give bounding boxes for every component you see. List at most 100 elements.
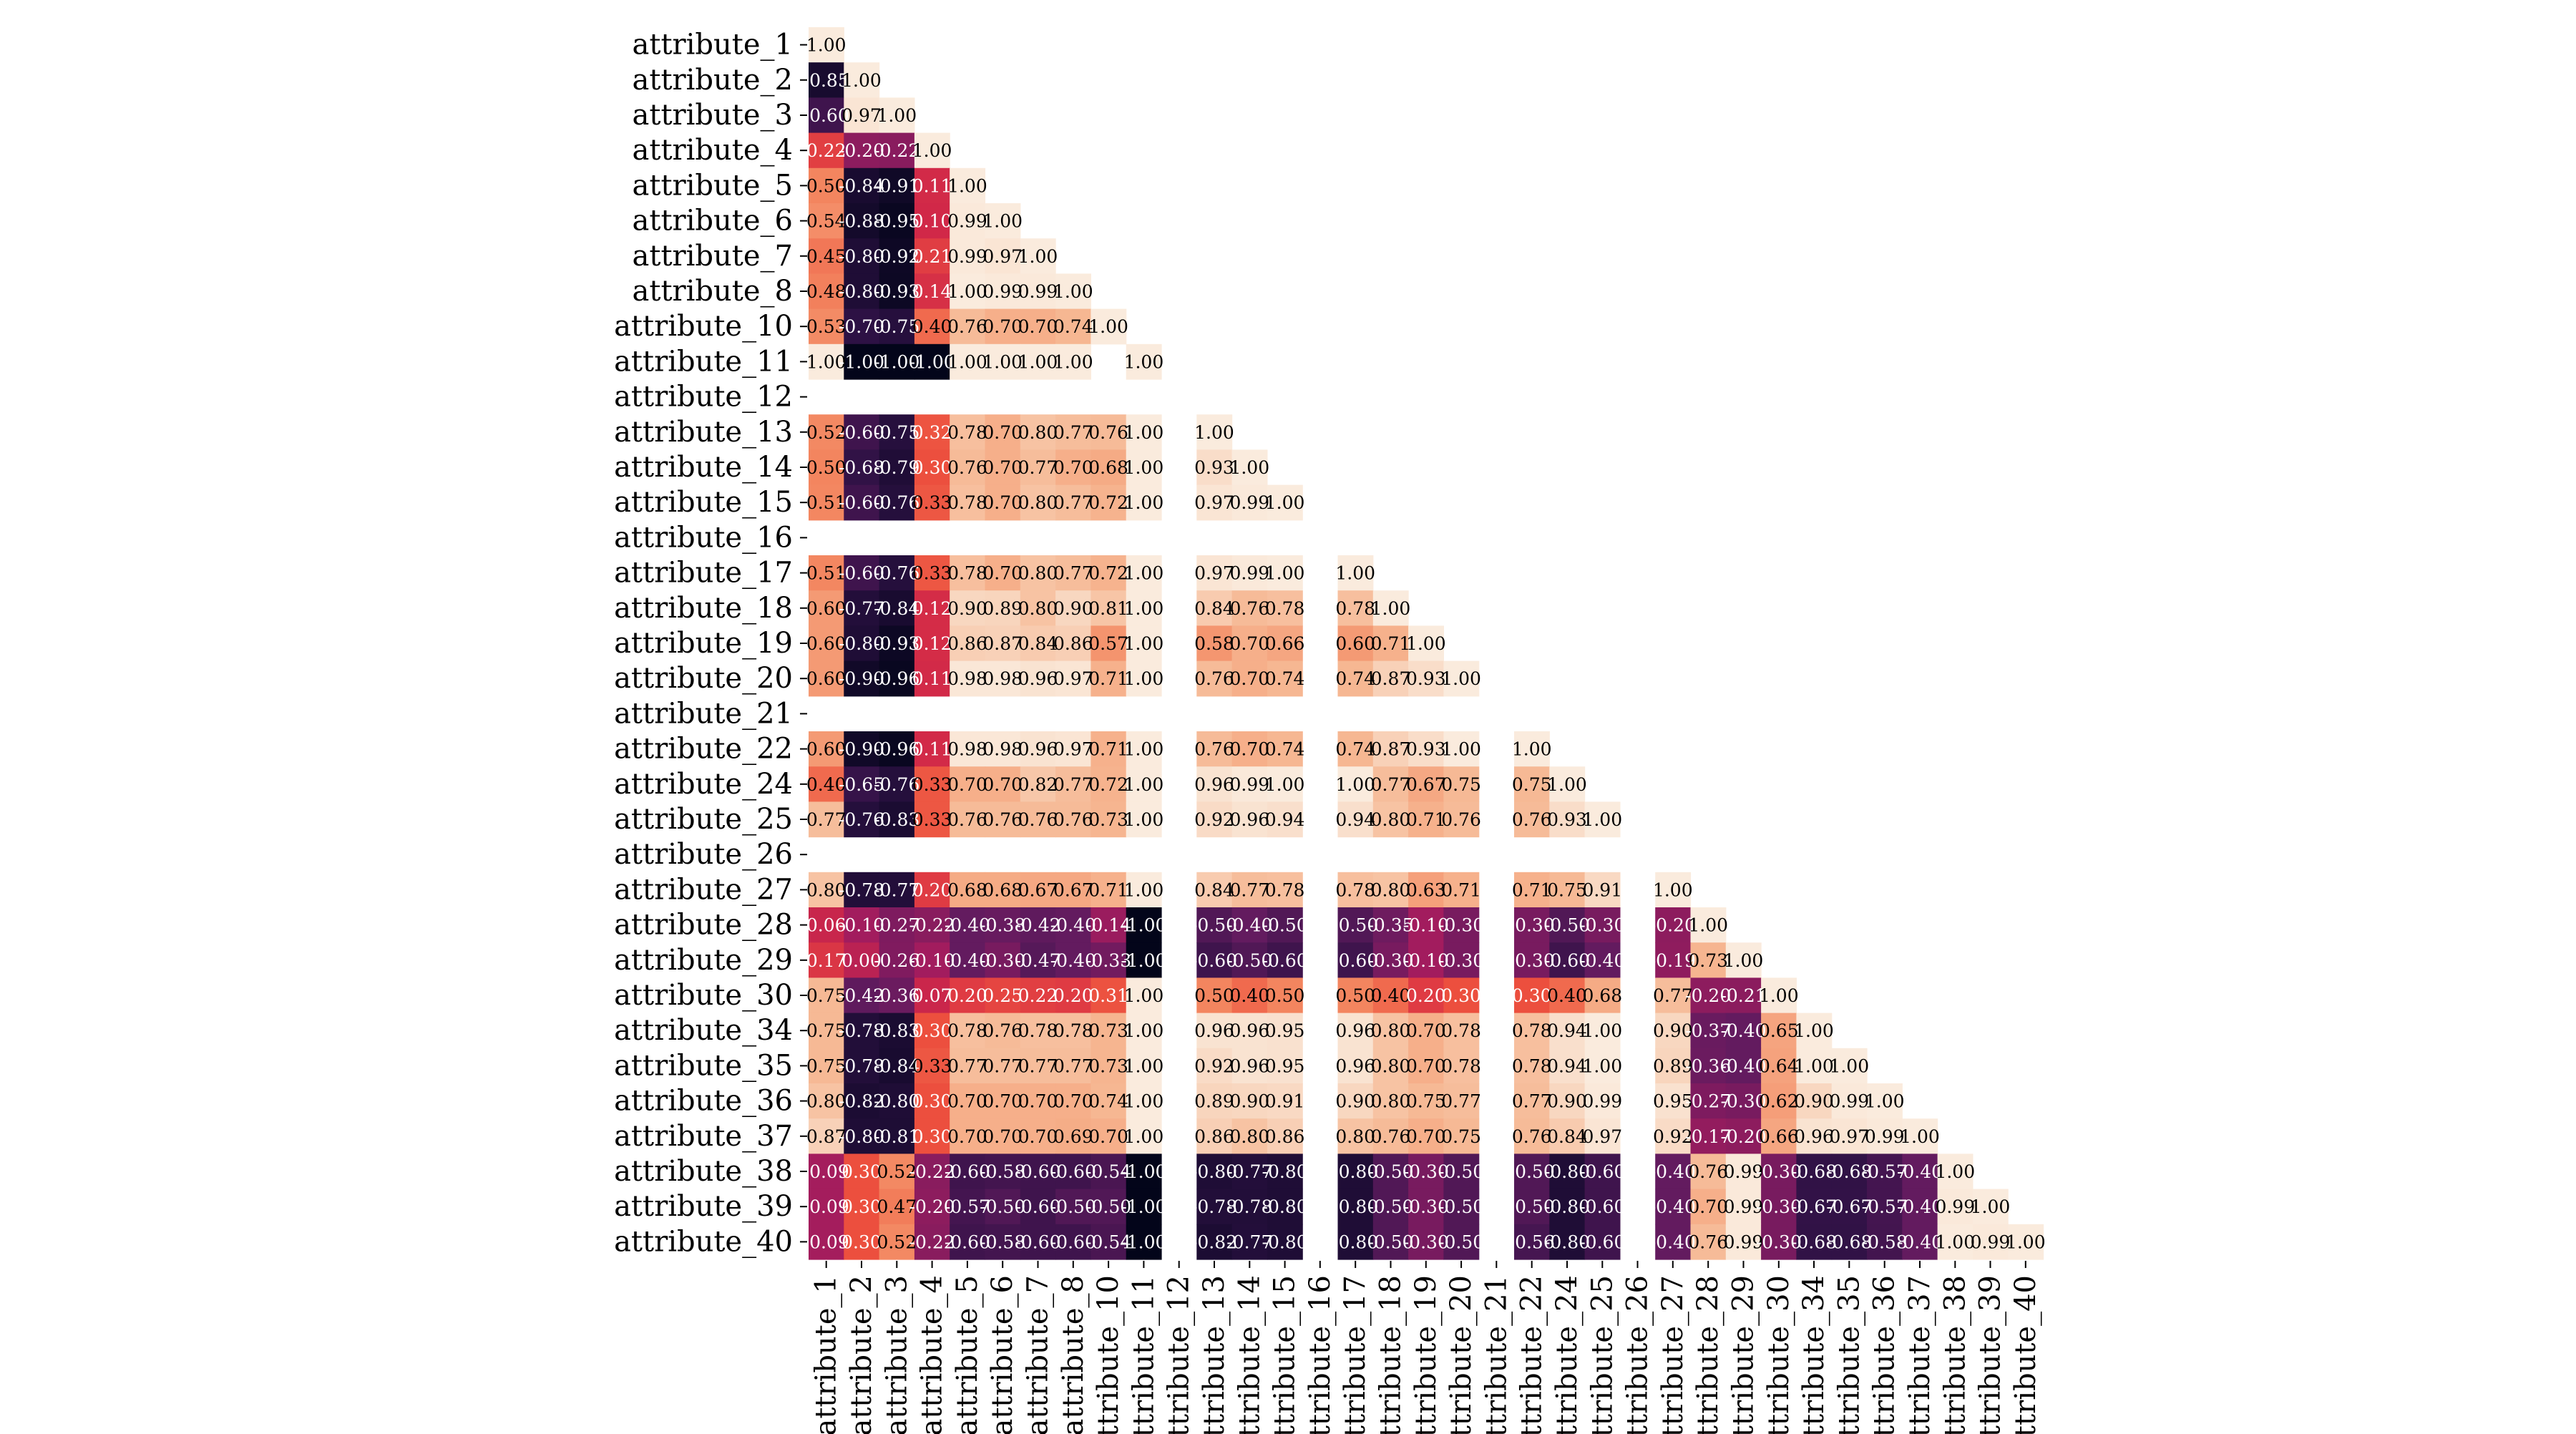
- heatmap-cell: [1337, 1013, 1374, 1049]
- heatmap-cell: [1549, 907, 1586, 943]
- cell-value-label: 0.96: [1018, 668, 1058, 689]
- heatmap-cell: [844, 801, 880, 838]
- cell-value-label: 0.92: [1653, 1126, 1693, 1147]
- cell-value-label: -0.50: [1262, 915, 1308, 936]
- y-tick-label: attribute_28: [614, 909, 793, 942]
- heatmap-cell: [914, 1083, 950, 1119]
- cell-value-label: -0.10: [839, 915, 884, 936]
- cell-value-label: 0.99: [1018, 281, 1058, 302]
- cell-value-label: -0.82: [839, 1091, 884, 1112]
- heatmap-cell: [1091, 872, 1127, 908]
- cell-value-label: -0.50: [1085, 1196, 1131, 1217]
- heatmap-cell: [1267, 1118, 1303, 1154]
- heatmap-cell: [809, 731, 844, 767]
- heatmap-cell: [1725, 1153, 1762, 1190]
- heatmap-cell: [914, 731, 950, 767]
- cell-value-label: 1.00: [1653, 879, 1693, 900]
- cell-value-label: -0.30: [1509, 915, 1555, 936]
- cell-value-label: 0.96: [1229, 1055, 1269, 1076]
- cell-value-label: 1.00: [947, 281, 987, 302]
- cell-value-label: -0.80: [839, 1126, 884, 1147]
- cell-value-label: 0.93: [1194, 457, 1234, 478]
- heatmap-cell: [1196, 660, 1233, 697]
- heatmap-cell: [1020, 766, 1056, 802]
- cell-value-label: 0.76: [1441, 809, 1481, 830]
- heatmap-cell: [1055, 907, 1091, 943]
- heatmap-cell: [844, 731, 880, 767]
- heatmap-cell: [1231, 766, 1268, 802]
- cell-value-label: -0.22: [909, 1161, 955, 1182]
- cell-value-label: 0.73: [1088, 1020, 1128, 1041]
- cell-value-label: -0.80: [1262, 1161, 1308, 1182]
- heatmap-cell: [809, 484, 844, 521]
- heatmap-cell: [1514, 1118, 1550, 1154]
- heatmap-cell: [1267, 731, 1303, 767]
- heatmap-cell: [1584, 1189, 1621, 1225]
- heatmap-cell: [1514, 766, 1550, 802]
- cell-value-label: 0.73: [1688, 950, 1728, 971]
- heatmap-cell: [1831, 1083, 1868, 1119]
- heatmap-cell: [1267, 766, 1303, 802]
- heatmap-cell: [1796, 1189, 1833, 1225]
- heatmap-cell: [1725, 1189, 1762, 1225]
- heatmap-cell: [914, 1118, 950, 1154]
- heatmap-cell: [1231, 590, 1268, 626]
- cell-value-label: 0.30: [912, 1020, 952, 1041]
- heatmap-cell: [1267, 555, 1303, 591]
- heatmap-cell: [1091, 1083, 1127, 1119]
- cell-value-label: 0.75: [806, 1020, 847, 1041]
- cell-value-label: 0.96: [1194, 1020, 1234, 1041]
- heatmap-cell: [1408, 942, 1444, 978]
- heatmap-cell: [1337, 555, 1374, 591]
- cell-value-label: 0.20: [1406, 985, 1446, 1006]
- cell-value-label: -0.21: [1720, 985, 1766, 1006]
- cell-value-label: 0.77: [806, 809, 847, 830]
- heatmap-cell: [1196, 766, 1233, 802]
- heatmap-cells: [809, 27, 2044, 1260]
- heatmap-cell: [1020, 1224, 1056, 1260]
- heatmap-cell: [1690, 1013, 1727, 1049]
- heatmap-cell: [1020, 907, 1056, 943]
- heatmap-cell: [1372, 731, 1409, 767]
- cell-value-label: 0.93: [1406, 739, 1446, 760]
- heatmap-cell: [1091, 449, 1127, 486]
- heatmap-cell: [844, 308, 880, 345]
- cell-value-label: 0.33: [912, 809, 952, 830]
- heatmap-cell: [1020, 977, 1056, 1014]
- cell-value-label: 0.81: [1088, 598, 1128, 619]
- cell-value-label: 0.82: [1018, 774, 1058, 795]
- heatmap-cell: [1725, 942, 1762, 978]
- cell-value-label: -0.40: [1050, 915, 1096, 936]
- heatmap-cell: [1514, 801, 1550, 838]
- heatmap-cell: [1055, 414, 1091, 450]
- heatmap-cell: [1372, 1013, 1409, 1049]
- heatmap-cell: [1196, 977, 1233, 1014]
- heatmap-cell: [1231, 1048, 1268, 1084]
- heatmap-cell: [879, 132, 915, 169]
- cell-value-label: 0.87: [1371, 739, 1411, 760]
- y-tick-label: attribute_29: [614, 944, 793, 977]
- cell-value-label: -0.26: [874, 950, 919, 971]
- heatmap-cell: [1655, 1224, 1692, 1260]
- cell-value-label: 0.30: [841, 1196, 882, 1217]
- heatmap-cell: [1267, 1224, 1303, 1260]
- heatmap-cell: [1655, 907, 1692, 943]
- cell-value-label: 0.71: [1088, 668, 1128, 689]
- heatmap-cell: [1584, 1083, 1621, 1119]
- cell-value-label: 0.11: [912, 175, 952, 196]
- heatmap-cell: [879, 343, 915, 380]
- heatmap-cell: [1514, 1189, 1550, 1225]
- heatmap-cell: [879, 167, 915, 204]
- heatmap-cell: [985, 1153, 1021, 1190]
- heatmap-cell: [1196, 555, 1233, 591]
- heatmap-cell: [809, 625, 844, 662]
- heatmap-cell: [1690, 1189, 1727, 1225]
- heatmap-cell: [950, 308, 986, 345]
- heatmap-cell: [1267, 942, 1303, 978]
- cell-value-label: 0.70: [947, 774, 987, 795]
- cell-value-label: -0.40: [1226, 915, 1272, 936]
- heatmap-cell: [1231, 1189, 1268, 1225]
- heatmap-cell: [1549, 977, 1586, 1014]
- cell-value-label: 0.75: [806, 985, 847, 1006]
- cell-value-label: 0.80: [1371, 1020, 1411, 1041]
